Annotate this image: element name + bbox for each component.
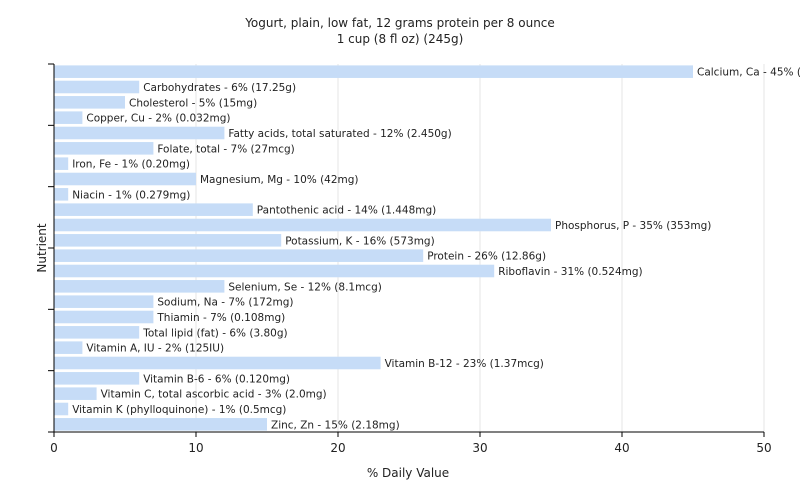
x-tick-label: 30: [472, 441, 487, 455]
bar: [54, 249, 424, 262]
bar-label: Vitamin K (phylloquinone) - 1% (0.5mcg): [72, 404, 286, 416]
bar: [54, 157, 69, 170]
bar-label: Fatty acids, total saturated - 12% (2.45…: [228, 128, 451, 140]
bar: [54, 402, 69, 416]
bar: [54, 126, 225, 140]
bar-label: Carbohydrates - 6% (17.25g): [143, 82, 296, 94]
bar-label: Pantothenic acid - 14% (1.448mg): [257, 205, 436, 217]
bar-label: Iron, Fe - 1% (0.20mg): [72, 159, 190, 171]
bar: [54, 203, 253, 216]
bar-label: Folate, total - 7% (27mcg): [157, 143, 294, 155]
x-tick-label: 10: [188, 441, 203, 455]
bar-label: Cholesterol - 5% (15mg): [129, 97, 257, 109]
bar: [54, 280, 225, 293]
bar: [54, 372, 140, 385]
chart-title: Yogurt, plain, low fat, 12 grams protein…: [245, 16, 555, 30]
bar: [54, 326, 140, 339]
bar: [54, 218, 551, 232]
bar: [54, 80, 140, 94]
bar: [54, 234, 282, 247]
bar: [54, 142, 154, 155]
bar-label: Vitamin B-6 - 6% (0.120mg): [143, 373, 290, 385]
bar-label: Calcium, Ca - 45% (448mg): [697, 67, 800, 79]
bar-label: Selenium, Se - 12% (8.1mcg): [228, 281, 381, 293]
bar: [54, 295, 154, 308]
bar-label: Protein - 26% (12.86g): [427, 251, 546, 263]
bar: [54, 96, 125, 109]
bar-label: Zinc, Zn - 15% (2.18mg): [271, 419, 400, 431]
x-axis-label: % Daily Value: [367, 466, 449, 480]
y-axis-label: Nutrient: [35, 223, 49, 273]
x-tick-label: 0: [50, 441, 58, 455]
bar-label: Sodium, Na - 7% (172mg): [157, 297, 293, 309]
bar-label: Riboflavin - 31% (0.524mg): [498, 266, 642, 278]
bars: Calcium, Ca - 45% (448mg) Carbohydrates -…: [54, 65, 800, 431]
bar-label: Phosphorus, P - 35% (353mg): [555, 220, 711, 232]
bar: [54, 264, 495, 278]
x-tick-label: 20: [330, 441, 345, 455]
bar: [54, 418, 267, 431]
x-tick-label: 50: [756, 441, 771, 455]
bar-label: Potassium, K - 16% (573mg): [285, 235, 435, 247]
bar-label: Magnesium, Mg - 10% (42mg): [200, 174, 359, 186]
bar-label: Vitamin A, IU - 2% (125IU): [86, 343, 224, 355]
bar: [54, 341, 83, 354]
bar: [54, 387, 97, 400]
axes: 0 10 20 30 40 50: [48, 63, 772, 455]
bar-label: Vitamin C, total ascorbic acid - 3% (2.0…: [101, 389, 327, 401]
bar: [54, 172, 196, 186]
bar: [54, 310, 154, 324]
bar: [54, 65, 693, 78]
x-tick-label: 40: [614, 441, 629, 455]
bar-label: Total lipid (fat) - 6% (3.80g): [142, 327, 287, 339]
bar: [54, 188, 69, 201]
bar-label: Copper, Cu - 2% (0.032mg): [86, 113, 230, 125]
bar-label: Thiamin - 7% (0.108mg): [156, 312, 285, 324]
chart-subtitle: 1 cup (8 fl oz) (245g): [336, 32, 464, 46]
bar: [54, 111, 83, 124]
bar-label: Niacin - 1% (0.279mg): [72, 189, 190, 201]
bar-label: Vitamin B-12 - 23% (1.37mcg): [385, 358, 544, 370]
bar: [54, 356, 381, 370]
